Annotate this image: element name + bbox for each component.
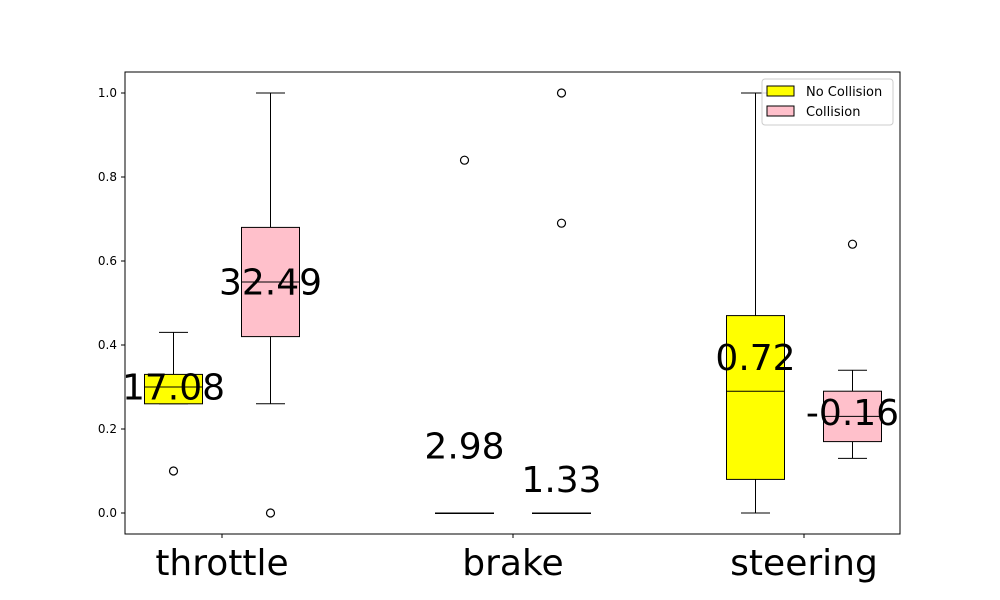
box-annotation: -0.16: [806, 393, 899, 434]
y-tick-label: 0.6: [98, 254, 117, 268]
y-tick-label: 0.4: [98, 338, 117, 352]
legend-label-collision: Collision: [806, 105, 860, 120]
box-body: [144, 373, 203, 405]
outlier-point: [847, 239, 858, 249]
y-tick-label: 0.8: [98, 170, 117, 184]
box-no-collision-throttle: 17.08: [122, 331, 225, 476]
box-no-collision-steering: 0.72: [715, 92, 796, 514]
y-tick-label: 0.0: [98, 506, 117, 520]
box-annotation: 1.33: [521, 460, 601, 501]
outlier-point: [168, 466, 179, 476]
legend: No Collision Collision: [761, 78, 894, 126]
legend-frame: [761, 78, 894, 126]
outlier-point: [556, 218, 567, 228]
y-tick-label: 0.2: [98, 422, 117, 436]
plot-area: 17.08 2.98 0.72 32.49 1.33 -0.16: [122, 88, 899, 518]
x-tick-label-steering: steering: [730, 543, 878, 584]
outlier-point: [265, 508, 276, 518]
box-collision-brake: 1.33: [521, 88, 602, 514]
outlier-point: [459, 155, 470, 165]
legend-swatch-no-collision: [766, 85, 795, 97]
box-no-collision-brake: 2.98: [424, 155, 505, 514]
legend-swatch-collision: [766, 105, 795, 117]
box-annotation: 17.08: [122, 368, 225, 409]
box-body: [726, 315, 785, 480]
y-tick-label: 1.0: [98, 86, 117, 100]
box-annotation: 32.49: [219, 263, 322, 304]
x-tick-label-throttle: throttle: [155, 543, 288, 584]
box-annotation: 0.72: [715, 338, 795, 379]
box-collision-steering: -0.16: [806, 239, 899, 459]
outlier-point: [556, 88, 567, 98]
legend-label-no-collision: No Collision: [806, 85, 882, 100]
box-annotation: 2.98: [424, 426, 504, 467]
box-collision-throttle: 32.49: [219, 92, 322, 518]
x-tick-label-brake: brake: [462, 543, 563, 584]
axes: 0.0 0.2 0.4 0.6 0.8 1.0 throttle brake steering: [98, 71, 901, 584]
